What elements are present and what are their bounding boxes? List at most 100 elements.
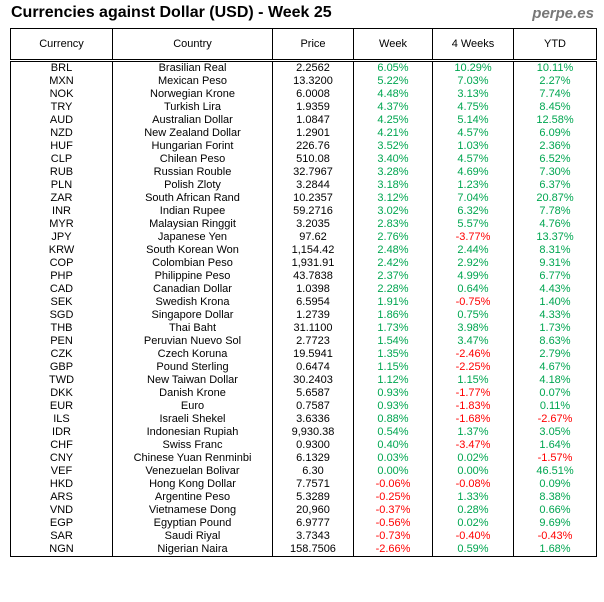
cell: 1.15% xyxy=(353,361,433,374)
cell: COP xyxy=(10,257,113,270)
cell: 2.37% xyxy=(353,270,433,283)
brand: perpe.es xyxy=(532,5,594,22)
cell: 3.2035 xyxy=(272,218,354,231)
cell: -2.67% xyxy=(513,413,597,426)
table-row: SEK Swedish Krona 6.5954 1.91% -0.75% 1.40% xyxy=(10,296,597,309)
cell: 6.5954 xyxy=(272,296,354,309)
table-row: VEF Venezuelan Bolivar 6.30 0.00% 0.00% 46.51… xyxy=(10,465,597,478)
cell: 10.11% xyxy=(513,60,597,75)
table-row: ARS Argentine Peso 5.3289 -0.25% 1.33% 8.38% xyxy=(10,491,597,504)
cell: 1.73% xyxy=(353,322,433,335)
cell: 4.67% xyxy=(513,361,597,374)
cell: 0.88% xyxy=(353,413,433,426)
cell: 4.43% xyxy=(513,283,597,296)
table-row: CAD Canadian Dollar 1.0398 2.28% 0.64% 4.43% xyxy=(10,283,597,296)
table-row: MYR Malaysian Ringgit 3.2035 2.83% 5.57% 4.76… xyxy=(10,218,597,231)
cell: 4.48% xyxy=(353,88,433,101)
cell: 1.40% xyxy=(513,296,597,309)
cell: 0.93% xyxy=(353,400,433,413)
cell: ARS xyxy=(10,491,113,504)
cell: 2.83% xyxy=(353,218,433,231)
cell: -3.47% xyxy=(432,439,514,452)
cell: -1.83% xyxy=(432,400,514,413)
cell: Hong Kong Dollar xyxy=(112,478,273,491)
cell: HKD xyxy=(10,478,113,491)
cell: Australian Dollar xyxy=(112,114,273,127)
table-row: CZK Czech Koruna 19.5941 1.35% -2.46% 2.79% xyxy=(10,348,597,361)
cell: 0.6474 xyxy=(272,361,354,374)
cell: 0.03% xyxy=(353,452,433,465)
cell: 7.7571 xyxy=(272,478,354,491)
cell: Norwegian Krone xyxy=(112,88,273,101)
cell: 1.2739 xyxy=(272,309,354,322)
cell: South African Rand xyxy=(112,192,273,205)
cell: 0.28% xyxy=(432,504,514,517)
currency-table: Currency Country Price Week 4 Weeks YTD BRL Br… xyxy=(10,28,597,557)
cell: MYR xyxy=(10,218,113,231)
table-row: TWD New Taiwan Dollar 30.2403 1.12% 1.15% 4.1… xyxy=(10,374,597,387)
table-row: AUD Australian Dollar 1.0847 4.25% 5.14% 12.5… xyxy=(10,114,597,127)
cell: 0.7587 xyxy=(272,400,354,413)
cell: INR xyxy=(10,205,113,218)
cell: 0.93% xyxy=(353,387,433,400)
cell: -1.68% xyxy=(432,413,514,426)
cell: -0.25% xyxy=(353,491,433,504)
column-header: 4 Weeks xyxy=(432,28,514,62)
cell: 1.68% xyxy=(513,543,597,557)
table-row: TRY Turkish Lira 1.9359 4.37% 4.75% 8.45% xyxy=(10,101,597,114)
cell: 19.5941 xyxy=(272,348,354,361)
cell: Pound Sterling xyxy=(112,361,273,374)
table-row: JPY Japanese Yen 97.62 2.76% -3.77% 13.37% xyxy=(10,231,597,244)
cell: 1.91% xyxy=(353,296,433,309)
cell: -3.77% xyxy=(432,231,514,244)
table-row: INR Indian Rupee 59.2716 3.02% 6.32% 7.78% xyxy=(10,205,597,218)
cell: 6.52% xyxy=(513,153,597,166)
cell: 13.3200 xyxy=(272,75,354,88)
cell: Swiss Franc xyxy=(112,439,273,452)
cell: -1.77% xyxy=(432,387,514,400)
cell: Japanese Yen xyxy=(112,231,273,244)
cell: 7.30% xyxy=(513,166,597,179)
cell: 1,154.42 xyxy=(272,244,354,257)
cell: Indian Rupee xyxy=(112,205,273,218)
cell: Argentine Peso xyxy=(112,491,273,504)
cell: 0.11% xyxy=(513,400,597,413)
cell: Malaysian Ringgit xyxy=(112,218,273,231)
cell: -0.43% xyxy=(513,530,597,543)
cell: 2.92% xyxy=(432,257,514,270)
cell: 1.64% xyxy=(513,439,597,452)
cell: 2.44% xyxy=(432,244,514,257)
cell: 1.37% xyxy=(432,426,514,439)
cell: 30.2403 xyxy=(272,374,354,387)
cell: BRL xyxy=(10,60,113,75)
cell: 0.07% xyxy=(513,387,597,400)
cell: -0.37% xyxy=(353,504,433,517)
cell: -0.75% xyxy=(432,296,514,309)
table-row: EUR Euro 0.7587 0.93% -1.83% 0.11% xyxy=(10,400,597,413)
cell: 4.69% xyxy=(432,166,514,179)
cell: 0.75% xyxy=(432,309,514,322)
cell: 8.31% xyxy=(513,244,597,257)
table-row: KRW South Korean Won 1,154.42 2.48% 2.44% 8.3… xyxy=(10,244,597,257)
cell: 0.9300 xyxy=(272,439,354,452)
cell: 31.1100 xyxy=(272,322,354,335)
cell: New Taiwan Dollar xyxy=(112,374,273,387)
cell: PHP xyxy=(10,270,113,283)
cell: PLN xyxy=(10,179,113,192)
cell: 1.15% xyxy=(432,374,514,387)
cell: 0.54% xyxy=(353,426,433,439)
table-row: COP Colombian Peso 1,931.91 2.42% 2.92% 9.31% xyxy=(10,257,597,270)
cell: 3.52% xyxy=(353,140,433,153)
cell: New Zealand Dollar xyxy=(112,127,273,140)
cell: 2.7723 xyxy=(272,335,354,348)
table-row: RUB Russian Rouble 32.7967 3.28% 4.69% 7.30% xyxy=(10,166,597,179)
cell: 4.57% xyxy=(432,127,514,140)
cell: 4.21% xyxy=(353,127,433,140)
cell: 4.76% xyxy=(513,218,597,231)
cell: Euro xyxy=(112,400,273,413)
cell: Russian Rouble xyxy=(112,166,273,179)
cell: 4.75% xyxy=(432,101,514,114)
cell: Thai Baht xyxy=(112,322,273,335)
cell: 3.98% xyxy=(432,322,514,335)
cell: SAR xyxy=(10,530,113,543)
